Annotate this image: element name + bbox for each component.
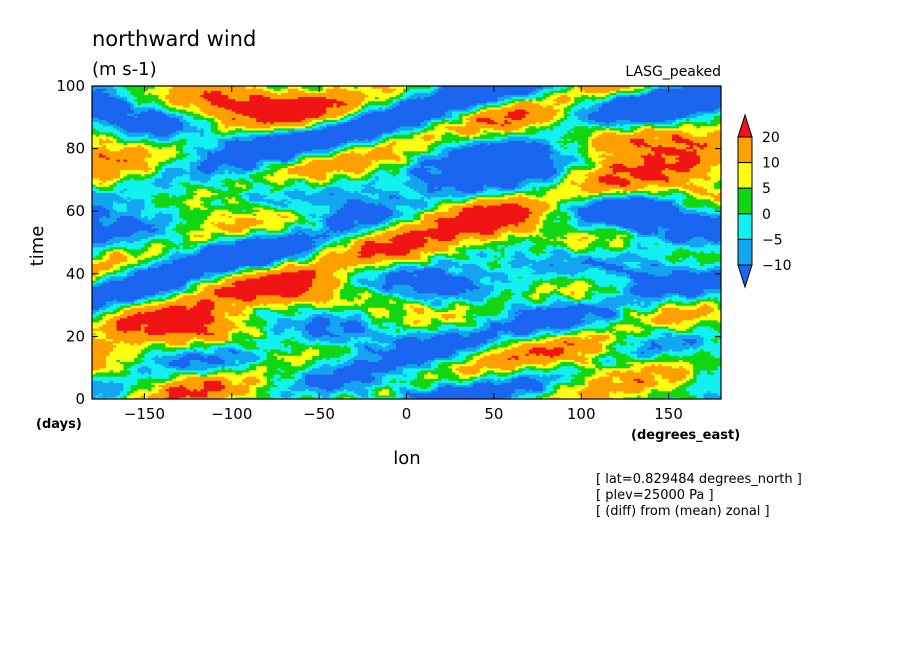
wind-field (92, 86, 722, 400)
chart-title: northward wind (92, 27, 256, 51)
experiment-label: LASG_peaked (625, 64, 721, 80)
chart-units: (m s-1) (92, 59, 157, 80)
